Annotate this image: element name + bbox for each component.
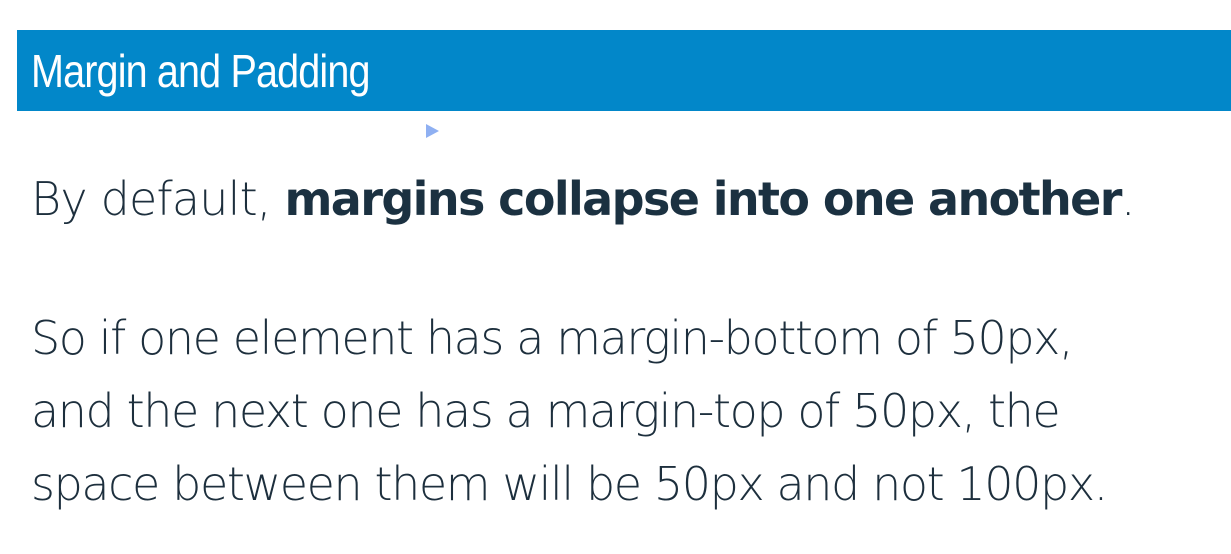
example-line-3: space between them will be 50px and not … bbox=[31, 457, 1108, 511]
example-line-1: So if one element has a margin-bottom of… bbox=[31, 311, 1074, 365]
intro-suffix: . bbox=[1120, 172, 1136, 226]
slide-title: Margin and Padding bbox=[31, 45, 370, 97]
intro-emphasis: margins collapse into one another bbox=[284, 172, 1122, 226]
title-bar: Margin and Padding bbox=[17, 30, 1231, 111]
mouse-pointer-icon bbox=[426, 124, 439, 138]
example-line-2: and the next one has a margin-top of 50p… bbox=[31, 384, 1061, 438]
example-paragraph: So if one element has a margin-bottom of… bbox=[31, 302, 1108, 521]
intro-paragraph: By default, margins collapse into one an… bbox=[31, 166, 1135, 232]
intro-prefix: By default, bbox=[31, 172, 285, 226]
